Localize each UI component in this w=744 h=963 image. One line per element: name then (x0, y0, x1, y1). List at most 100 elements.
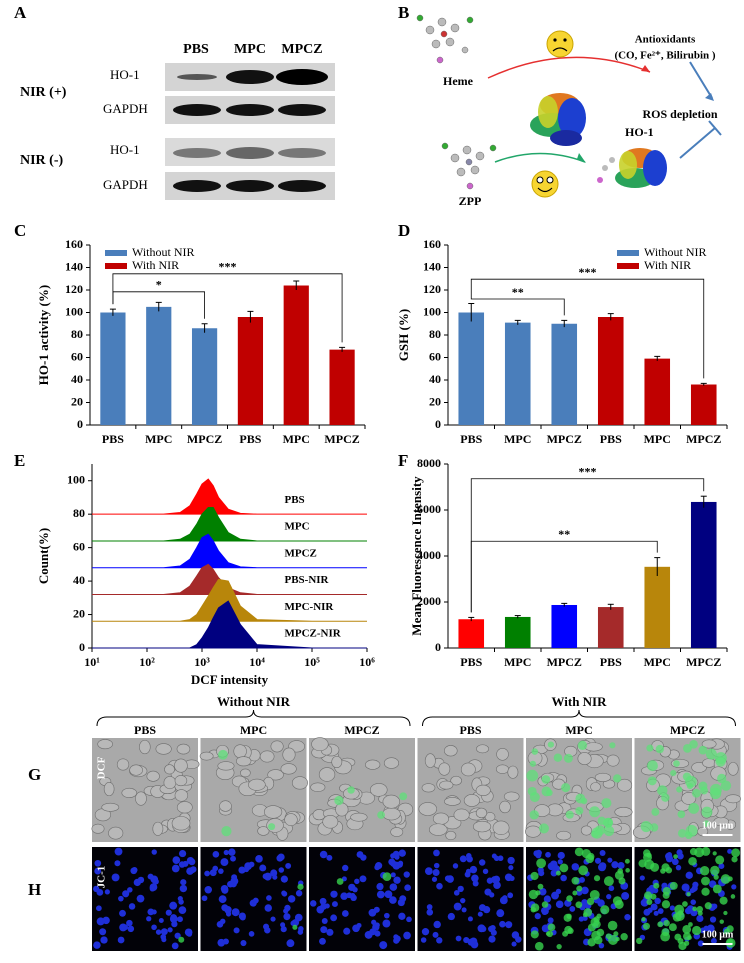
x-tick-label: MPC (644, 655, 671, 669)
nucleus (384, 890, 393, 899)
dcf-signal (714, 752, 727, 764)
x-tick-label: MPCZ (686, 432, 721, 446)
cell-outline (450, 775, 462, 786)
jc1-signal (178, 936, 185, 943)
significance-label: ** (558, 527, 570, 541)
dcf-signal (529, 792, 540, 803)
cell-outline (217, 761, 235, 771)
jc1-signal (566, 895, 573, 902)
dcf-signal (649, 823, 659, 832)
cell-outline (322, 815, 339, 829)
dcf-signal (677, 810, 686, 819)
x-tick-label: PBS (600, 655, 622, 669)
jc1-signal (382, 872, 392, 881)
cell-outline (702, 758, 716, 768)
significance-label: *** (579, 464, 597, 478)
bar (146, 306, 172, 425)
nucleus (436, 937, 443, 944)
nucleus (222, 938, 229, 945)
nucleus (233, 927, 240, 934)
dcf-signal (640, 821, 652, 833)
nucleus (179, 884, 188, 893)
cell-outline (311, 737, 329, 752)
nucleus (650, 903, 658, 911)
dcf-signal (657, 785, 668, 796)
band (278, 104, 326, 116)
x-tick-label: MPC (283, 432, 310, 446)
bar (504, 322, 531, 425)
cell-outline (291, 776, 308, 790)
significance-label: * (156, 278, 162, 292)
nucleus (393, 934, 399, 940)
nucleus (119, 909, 126, 917)
jc1-signal (710, 865, 720, 876)
jc1-signal (661, 900, 671, 909)
histogram-area (92, 533, 367, 569)
dcf-signal (561, 782, 571, 793)
jc1-signal (665, 867, 673, 874)
lane-label: MPCZ (281, 42, 322, 57)
nucleus (280, 922, 286, 928)
y-tick-label: 8000 (417, 456, 441, 470)
nucleus (220, 858, 229, 867)
column-label: PBS (134, 723, 156, 737)
cell-outline (248, 778, 266, 791)
nucleus (177, 895, 183, 902)
nucleus (320, 926, 328, 934)
dcf-signal (701, 806, 713, 818)
dcf-signal (553, 753, 563, 762)
cell-outline (176, 801, 193, 814)
jc1-signal (530, 903, 540, 912)
nucleus (160, 928, 168, 936)
nucleus (356, 851, 364, 858)
nucleus (223, 849, 229, 856)
nucleus (146, 916, 152, 922)
nucleus (477, 911, 483, 917)
nucleus (403, 871, 410, 878)
band (278, 148, 326, 158)
nucleus (461, 907, 467, 913)
jc1-signal (537, 883, 544, 890)
nucleus (290, 920, 296, 926)
nucleus (295, 890, 303, 897)
jc1-signal (699, 865, 710, 876)
nucleus (389, 896, 397, 904)
jc1-signal (727, 876, 733, 882)
group-label: NIR (+) (20, 85, 67, 100)
nucleus (569, 906, 576, 912)
significance-bracket (470, 478, 705, 613)
significance-bracket (470, 278, 705, 379)
nucleus (218, 868, 224, 874)
nucleus (326, 928, 334, 936)
nucleus (270, 869, 278, 877)
bar (690, 384, 717, 425)
bar (644, 566, 671, 648)
bar (597, 607, 624, 648)
dcf-signal (347, 786, 355, 794)
cell-outline (174, 775, 188, 787)
nucleus (432, 931, 439, 938)
cell-outline (270, 740, 284, 753)
nucleus (278, 867, 285, 873)
bar (504, 616, 531, 648)
legend-label: With NIR (644, 258, 691, 272)
dcf-signal (689, 739, 698, 749)
nucleus (511, 941, 517, 947)
nucleus (150, 875, 159, 884)
x-axis-label: DCF intensity (191, 672, 269, 687)
y-tick-label: 60 (73, 539, 85, 553)
nucleus (488, 935, 496, 943)
nucleus (270, 916, 276, 922)
cell-outline (390, 827, 404, 837)
jc1-signal (674, 933, 682, 941)
y-tick-label: 100 (65, 304, 83, 318)
jc1-signal (297, 883, 304, 890)
nucleus (117, 936, 125, 944)
jc1-signal (587, 938, 596, 947)
jc1-signal (620, 933, 628, 941)
significance-bracket (470, 298, 565, 316)
cell-outline (155, 743, 172, 755)
legend-label: Without NIR (644, 245, 707, 259)
cell-outline (335, 802, 349, 817)
jc1-signal (556, 943, 562, 950)
